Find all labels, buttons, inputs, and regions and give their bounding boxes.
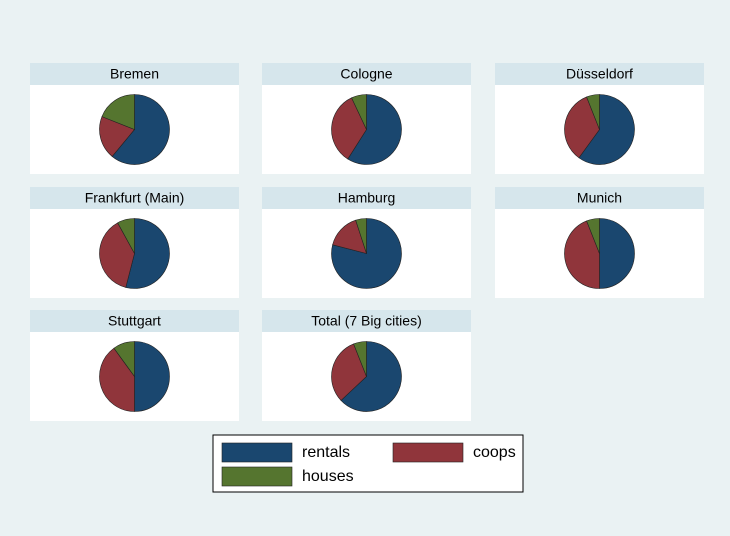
pie-slice — [355, 218, 367, 254]
panel-title: Stuttgart — [108, 313, 161, 329]
pie-slice — [578, 94, 635, 165]
pie-slice — [586, 218, 600, 254]
panel-title-bar — [30, 187, 239, 209]
panel-title: Hamburg — [338, 190, 396, 206]
pie-slice — [331, 343, 367, 401]
legend-label: rentals — [302, 444, 350, 461]
pie-slice — [134, 341, 170, 412]
pie-slice — [599, 218, 635, 289]
pie-slice — [353, 341, 367, 377]
panel-title: Munich — [577, 190, 622, 206]
pie-slice — [99, 116, 135, 157]
pie-slice — [331, 97, 367, 160]
panel-title: Cologne — [340, 66, 392, 82]
panel-title: Düsseldorf — [566, 66, 633, 82]
panel-title-bar — [262, 63, 471, 85]
panel-title-bar — [30, 310, 239, 332]
pie-slice — [125, 218, 170, 289]
legend-swatch — [221, 442, 293, 463]
pie-slice — [564, 220, 600, 289]
panel-title: Bremen — [110, 66, 159, 82]
legend-swatch — [221, 466, 293, 487]
legend-label: coops — [473, 444, 516, 461]
panel-title: Total (7 Big cities) — [311, 313, 421, 329]
pie-slice — [99, 222, 135, 288]
pie-slice — [111, 94, 170, 165]
pie-slice — [117, 218, 135, 254]
legend-swatch — [392, 442, 464, 463]
pie-slice — [331, 218, 402, 289]
panel-title-bar — [262, 187, 471, 209]
pie-slice — [99, 347, 135, 412]
legend-label: houses — [302, 468, 354, 485]
panel-title-bar — [495, 63, 704, 85]
panel-title: Frankfurt (Main) — [85, 190, 185, 206]
pie-slice — [564, 96, 600, 159]
pie-slice — [586, 94, 600, 130]
pie-slice — [351, 94, 367, 130]
pie-slice — [113, 341, 135, 378]
panel-title-bar — [30, 63, 239, 85]
pie-slice — [101, 94, 135, 130]
panel-title-bar — [495, 187, 704, 209]
pie-slice — [347, 94, 402, 165]
pie-slice — [340, 341, 402, 412]
panel-title-bar — [262, 310, 471, 332]
